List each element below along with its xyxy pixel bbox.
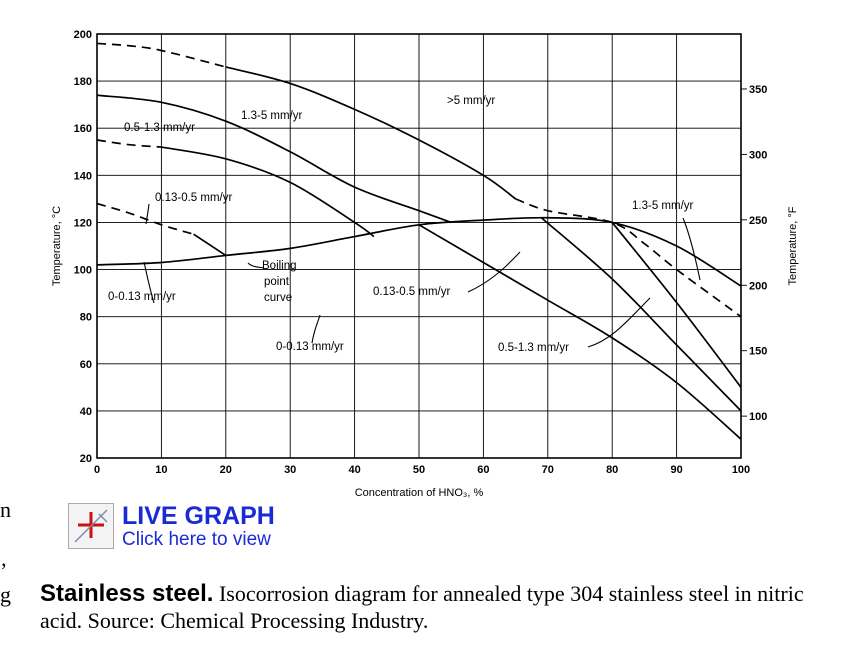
x-tick-label: 90	[670, 464, 682, 476]
label-0-0.13-left: 0-0.13 mm/yr	[108, 291, 176, 303]
y-axis-title: Temperature, °C	[51, 206, 63, 286]
graph-icon	[68, 503, 114, 549]
y-tick-label: 20	[80, 453, 92, 465]
y2-tick-label: 250	[749, 215, 767, 227]
live-graph-text[interactable]: LIVE GRAPH Click here to view	[122, 501, 275, 550]
figure-caption: Stainless steel. Isocorrosion diagram fo…	[40, 580, 830, 634]
x-tick-label: 20	[220, 464, 232, 476]
label-0.5-1.3-top: 0.5-1.3 mm/yr	[124, 122, 195, 134]
leader-line	[587, 297, 651, 348]
y2-axis-title: Temperature, °F	[787, 206, 799, 285]
series-line-8	[515, 198, 742, 318]
series-line-3	[96, 139, 162, 148]
label-0.13-0.5-mid: 0.13-0.5 mm/yr	[373, 286, 450, 298]
series-line-4	[161, 146, 375, 238]
y-tick-label: 200	[74, 29, 92, 41]
x-tick-label: 40	[348, 464, 360, 476]
y-tick-label: 80	[80, 312, 92, 324]
label-boiling-1: Boiling	[262, 260, 297, 272]
y-tick-label: 160	[74, 123, 92, 135]
leader-line	[682, 217, 701, 281]
label-1.3-5-right: 1.3-5 mm/yr	[632, 200, 694, 212]
y2-tick-label: 100	[749, 411, 767, 423]
series-line-10	[540, 217, 742, 412]
series-line-11	[611, 221, 742, 388]
label-0-0.13-mid: 0-0.13 mm/yr	[276, 341, 344, 353]
caption-text: Isocorrosion diagram for annealed type 3…	[40, 581, 804, 633]
x-axis-title: Concentration of HNO₃, %	[355, 487, 484, 499]
series-line-2	[193, 233, 227, 257]
series-line-6	[96, 42, 227, 68]
isocorrosion-chart: 0 10 20 30 40 50 60 70 80 90 100 20 40 60 80 100 120 140 1…	[51, 29, 799, 499]
label-boiling-3: curve	[264, 292, 292, 304]
y-tick-label: 180	[74, 76, 92, 88]
live-graph-title: LIVE GRAPH	[122, 501, 275, 530]
y-tick-label: 100	[74, 265, 92, 277]
label-gt5: >5 mm/yr	[447, 95, 495, 107]
live-graph-subtitle[interactable]: Click here to view	[122, 528, 271, 550]
x-tick-label: 30	[284, 464, 296, 476]
y-tick-label: 60	[80, 359, 92, 371]
label-boiling-2: point	[264, 276, 290, 288]
x-tick-label: 50	[413, 464, 425, 476]
y2-tick-label: 300	[749, 149, 767, 161]
label-1.3-5-top: 1.3-5 mm/yr	[241, 110, 303, 122]
label-0.13-0.5-top: 0.13-0.5 mm/yr	[155, 192, 232, 204]
x-tick-label: 80	[606, 464, 618, 476]
annotations: >5 mm/yr 1.3-5 mm/yr 0.5-1.3 mm/yr 0.13-…	[108, 95, 694, 354]
margin-fragment: n	[0, 497, 11, 522]
x-tick-label: 70	[542, 464, 554, 476]
leader-line	[311, 314, 321, 344]
series-line-1	[96, 202, 194, 236]
margin-fragment: g	[0, 582, 11, 607]
series-line-5	[96, 94, 452, 224]
y2-tick-label: 200	[749, 280, 767, 292]
leader-lines	[143, 203, 701, 348]
live-graph-link[interactable]: LIVE GRAPH Click here to view	[68, 503, 275, 549]
tick-labels: 0 10 20 30 40 50 60 70 80 90 100 20 40 60 80 100 120 140 1…	[74, 29, 768, 476]
y-tick-label: 40	[80, 406, 92, 418]
leader-line	[467, 251, 521, 293]
curves	[96, 42, 742, 440]
x-tick-label: 10	[155, 464, 167, 476]
y-tick-label: 120	[74, 217, 92, 229]
y2-tick-label: 150	[749, 346, 767, 358]
x-tick-label: 100	[732, 464, 750, 476]
grid-lines	[96, 33, 747, 459]
leader-line	[247, 262, 265, 269]
plot-frame	[96, 33, 742, 459]
leader-line	[145, 203, 150, 225]
series-line-9	[418, 224, 742, 440]
x-tick-label: 0	[94, 464, 100, 476]
y-tick-label: 140	[74, 170, 92, 182]
x-tick-label: 60	[477, 464, 489, 476]
leader-line	[143, 261, 155, 304]
label-0.5-1.3-bottom: 0.5-1.3 mm/yr	[498, 342, 569, 354]
caption-bold: Stainless steel.	[40, 580, 214, 607]
margin-fragment: ’	[0, 558, 8, 583]
series-line-7	[225, 66, 517, 200]
y2-tick-label: 350	[749, 84, 767, 96]
